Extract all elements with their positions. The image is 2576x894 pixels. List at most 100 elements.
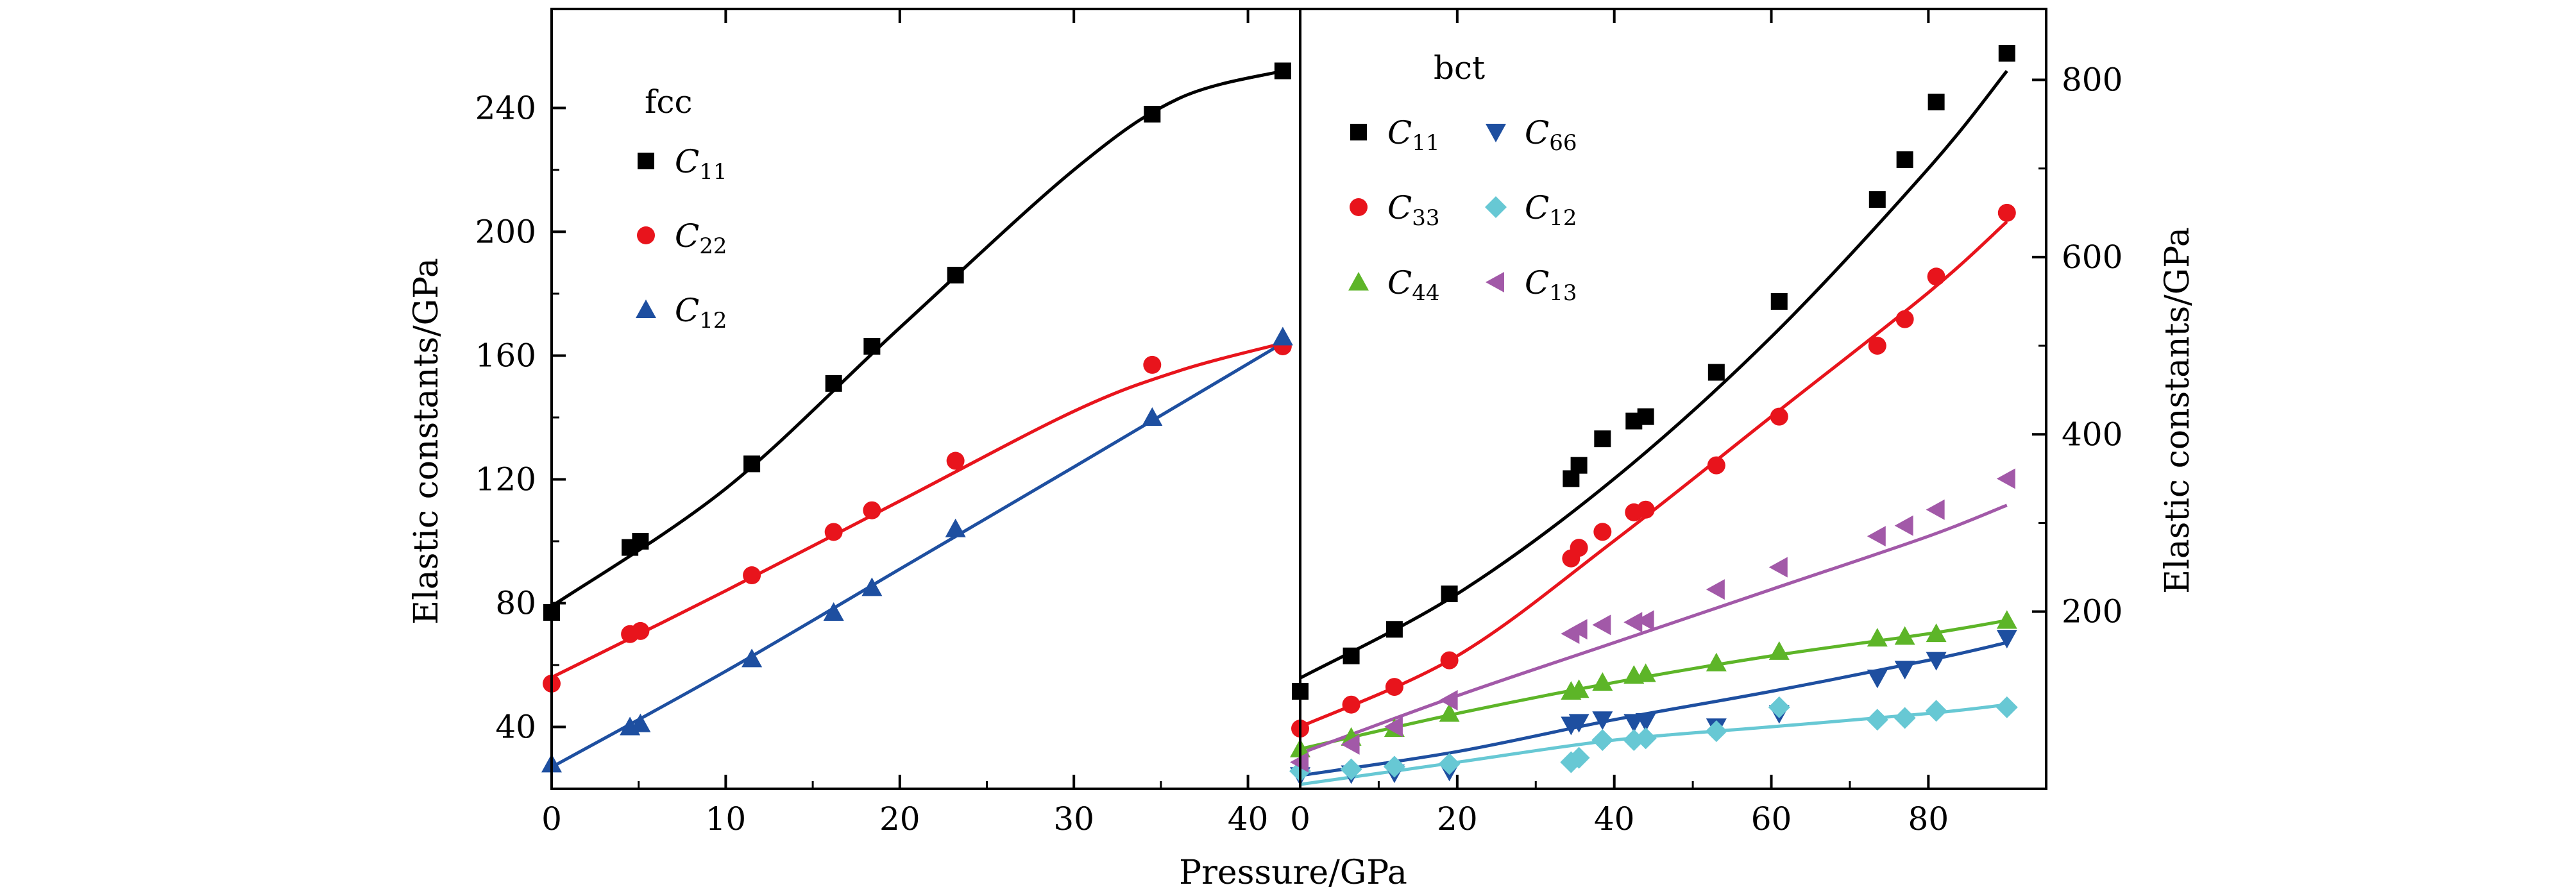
bct-C12-point bbox=[1340, 758, 1362, 780]
bct-C44-point bbox=[1926, 623, 1947, 643]
bct-legend-C13: C13 bbox=[1486, 264, 1577, 306]
bct-C33-point bbox=[1440, 651, 1459, 670]
fcc-C22-point bbox=[946, 451, 965, 470]
bct-C12-point bbox=[1383, 755, 1405, 778]
bct-y-tick-label: 400 bbox=[2062, 416, 2123, 453]
fcc-axes: 0 10 20 30 40 40 80 120 160 200 240 bbox=[475, 8, 1301, 838]
bct-y-tick-label: 200 bbox=[2062, 593, 2123, 630]
bct-C33-point bbox=[1342, 695, 1360, 714]
fcc-x-tick-label: 10 bbox=[706, 800, 747, 838]
bct-legend-C66-label: C66 bbox=[1525, 114, 1577, 156]
bct-C11-point bbox=[1707, 364, 1725, 381]
fcc-legend: fcc C11 C22 C12 bbox=[636, 83, 727, 333]
bct-C66-fit-curve bbox=[1300, 641, 2008, 777]
fcc-C12-point bbox=[1272, 326, 1293, 346]
bct-C12-point bbox=[1768, 696, 1790, 718]
bct-C11-point bbox=[1770, 293, 1788, 310]
bct-C13-point bbox=[1768, 557, 1788, 578]
bct-y-tick-label: 800 bbox=[2062, 62, 2123, 99]
fcc-C11-point bbox=[632, 532, 649, 550]
bct-legend-C44-marker bbox=[1348, 272, 1369, 291]
bct-C13-point bbox=[1867, 526, 1886, 547]
bct-legend-C33: C33 bbox=[1350, 189, 1440, 231]
bct-legend-C13-marker bbox=[1486, 272, 1504, 292]
bct-C44-point bbox=[1996, 610, 2017, 629]
bct-C12-point bbox=[1634, 727, 1657, 750]
bct-C13-point bbox=[1341, 734, 1360, 755]
fcc-y-tick-label: 160 bbox=[475, 337, 536, 374]
bct-C66-point bbox=[1867, 670, 1888, 689]
bct-C13-point bbox=[1996, 468, 2015, 489]
bct-C44-point bbox=[1768, 641, 1790, 660]
fcc-C11-point bbox=[1274, 62, 1291, 80]
bct-legend: bct C11 C33 C44 C66 C12 C13 bbox=[1348, 49, 1577, 306]
fcc-C11-point bbox=[947, 266, 964, 283]
bct-C13-point bbox=[1894, 515, 1913, 536]
bct-x-tick-label: 0 bbox=[1290, 800, 1310, 838]
bct-C12-point bbox=[1568, 746, 1590, 769]
bct-legend-C44: C44 bbox=[1348, 264, 1440, 306]
fcc-x-tick-label: 20 bbox=[879, 800, 920, 838]
bct-C11-fit-curve bbox=[1299, 70, 2008, 680]
fcc-C11-point bbox=[863, 337, 881, 355]
bct-C44-point bbox=[1635, 663, 1656, 682]
bct-C11-point bbox=[1928, 94, 1945, 111]
bct-x-tick-label: 40 bbox=[1594, 800, 1635, 838]
bct-C33-point bbox=[1707, 456, 1725, 475]
fcc-C12-fit-curve bbox=[550, 341, 1284, 769]
bct-x-tick-label: 60 bbox=[1751, 800, 1792, 838]
bct-C12-point bbox=[1925, 700, 1947, 722]
x-axis-title: Pressure/GPa bbox=[1179, 854, 1407, 892]
fcc-legend-C11-marker bbox=[638, 153, 654, 169]
bct-C33-fit-curve bbox=[1299, 220, 2008, 729]
fcc-C11-fit-curve bbox=[550, 69, 1284, 608]
bct-legend-C12-label: C12 bbox=[1525, 189, 1577, 231]
fcc-legend-C12-label: C12 bbox=[675, 292, 727, 333]
fcc-C22-fit-curve bbox=[550, 341, 1284, 679]
bct-C33-point bbox=[1385, 678, 1403, 696]
bct-legend-C11-marker bbox=[1350, 124, 1367, 140]
bct-C11-point bbox=[1385, 621, 1403, 638]
fcc-C12-point bbox=[823, 602, 844, 621]
fcc-legend-C22: C22 bbox=[637, 217, 727, 259]
fcc-x-tick-label: 30 bbox=[1053, 800, 1094, 838]
fcc-C11-point bbox=[743, 455, 761, 473]
fcc-C12-point bbox=[945, 518, 966, 537]
fcc-C22-point bbox=[863, 501, 881, 519]
bct-C11-point bbox=[1570, 457, 1588, 474]
bct-C13-point bbox=[1439, 689, 1458, 711]
bct-legend-C11: C11 bbox=[1350, 114, 1440, 156]
bct-legend-C13-label: C13 bbox=[1525, 264, 1577, 306]
bct-C13-fit-curve bbox=[1300, 503, 2008, 755]
bct-legend-C33-label: C33 bbox=[1387, 189, 1440, 231]
bct-legend-C11-label: C11 bbox=[1387, 114, 1440, 156]
fcc-y-tick-label: 40 bbox=[495, 708, 536, 745]
fcc-y-tick-label: 200 bbox=[475, 213, 536, 250]
bct-C13-point bbox=[1926, 499, 1945, 520]
bct-y-tick-label: 600 bbox=[2062, 239, 2123, 276]
bct-C13-point bbox=[1568, 619, 1588, 640]
fcc-C12-point bbox=[741, 648, 763, 668]
bct-C12-point bbox=[1591, 729, 1614, 751]
bct-C66-point bbox=[1926, 652, 1947, 671]
fcc-C11-point bbox=[825, 375, 842, 392]
bct-x-tick-label: 20 bbox=[1437, 800, 1478, 838]
bct-legend-C44-label: C44 bbox=[1387, 264, 1440, 306]
bct-C12-point bbox=[1866, 709, 1888, 731]
fcc-legend-C22-marker bbox=[637, 226, 655, 244]
bct-plot-frame bbox=[1299, 8, 2047, 790]
fcc-C22-point bbox=[1143, 355, 1162, 374]
left-y-axis-title: Elastic constants/GPa bbox=[407, 258, 446, 625]
bct-C66-point bbox=[1592, 711, 1613, 730]
bct-C11-point bbox=[1868, 191, 1886, 208]
bct-C33-point bbox=[1593, 523, 1612, 541]
fcc-C11-point bbox=[1144, 106, 1161, 123]
bct-C44-point bbox=[1706, 652, 1727, 671]
bct-C66-point bbox=[1894, 661, 1915, 680]
fcc-C22-point bbox=[631, 621, 650, 640]
bct-data-points bbox=[1289, 45, 2018, 786]
bct-C12-point bbox=[1438, 753, 1461, 775]
bct-C33-point bbox=[1927, 267, 1945, 286]
fcc-y-tick-label: 240 bbox=[475, 89, 536, 126]
bct-legend-C12-marker bbox=[1485, 196, 1507, 218]
